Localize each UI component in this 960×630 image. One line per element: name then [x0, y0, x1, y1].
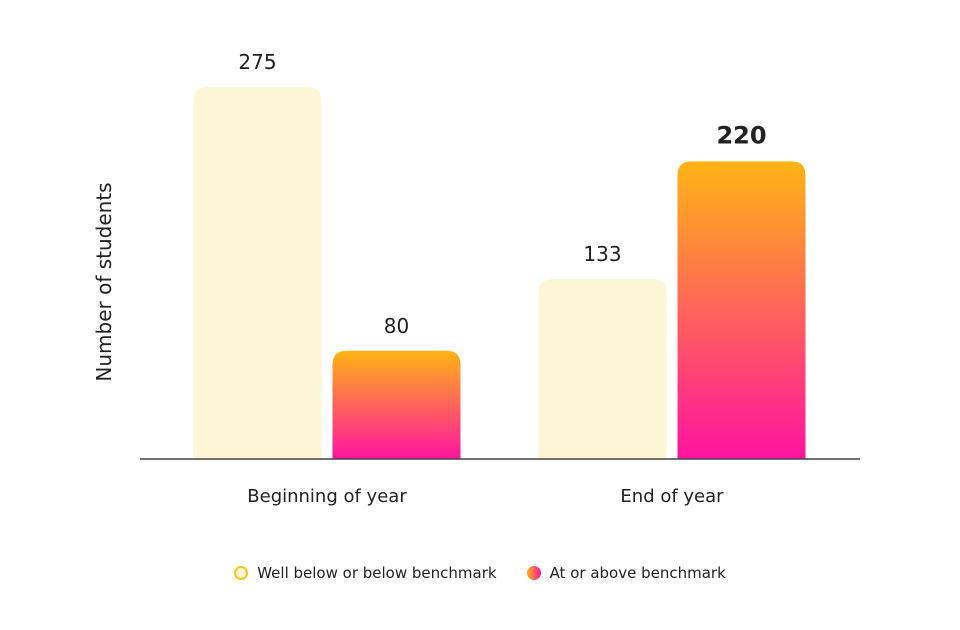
- legend: Well below or below benchmark At or abov…: [0, 560, 960, 586]
- bar-above-beginning: [332, 350, 461, 459]
- legend-label-above: At or above benchmark: [549, 564, 726, 582]
- bars-layer: [193, 87, 806, 459]
- data-label: 133: [583, 242, 621, 266]
- legend-item-below: Well below or below benchmark: [234, 564, 497, 582]
- legend-item-above: At or above benchmark: [526, 564, 726, 582]
- bar-below-end: [538, 279, 667, 459]
- data-label: 220: [716, 121, 766, 149]
- legend-label-below: Well below or below benchmark: [257, 564, 497, 582]
- labels-layer: 275 80 Beginning of year 133 220 End of year: [238, 50, 766, 507]
- data-label: 80: [384, 314, 409, 338]
- x-tick-label: End of year: [620, 486, 724, 507]
- x-tick-label: Beginning of year: [247, 486, 407, 507]
- data-label: 275: [238, 50, 276, 74]
- legend-swatch-above: [526, 566, 541, 580]
- y-axis-label: Number of students: [92, 182, 116, 381]
- legend-swatch-below: [234, 566, 249, 580]
- bar-below-beginning: [193, 87, 322, 459]
- bar-chart: Number of students 275 80 Beginning of yea…: [92, 50, 860, 507]
- bar-above-end: [677, 161, 806, 459]
